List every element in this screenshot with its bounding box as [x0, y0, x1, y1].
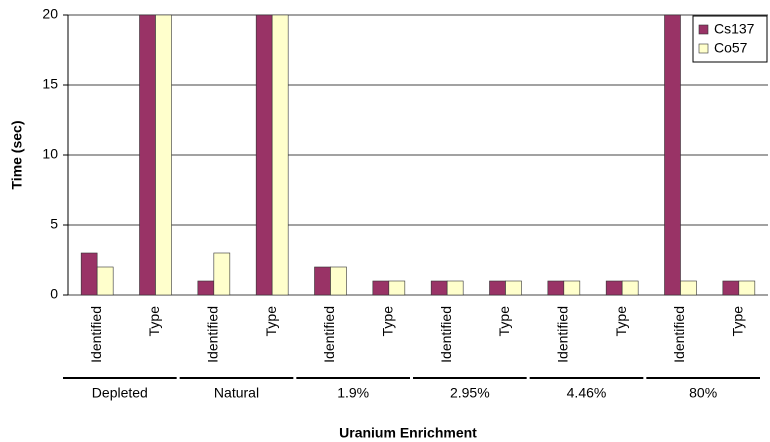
y-axis-title: Time (sec) [9, 121, 25, 190]
bar [314, 266, 331, 296]
x-tick-label: Identified [205, 306, 221, 363]
bar [80, 252, 98, 296]
x-tick-label: Identified [88, 306, 104, 363]
group-label: 2.95% [450, 385, 490, 401]
group-label: 80% [689, 385, 717, 401]
x-tick-label: Identified [438, 306, 454, 363]
bar [738, 280, 756, 296]
bar [430, 280, 448, 296]
x-tick-label: Type [380, 306, 396, 337]
y-tick-label: 10 [42, 146, 58, 162]
legend-swatch [698, 43, 709, 54]
bar [680, 280, 697, 296]
legend-box [692, 15, 768, 63]
x-tick-label: Type [730, 306, 746, 337]
bar [505, 280, 522, 296]
legend-swatch [698, 24, 709, 35]
bar [446, 280, 464, 296]
legend-label: Cs137 [714, 21, 755, 37]
group-label: Natural [214, 385, 259, 401]
bar [255, 14, 273, 296]
bar [197, 280, 215, 296]
bar [547, 280, 565, 296]
bar [722, 280, 740, 296]
x-tick-label: Type [613, 306, 629, 337]
group-label: Depleted [92, 385, 148, 401]
y-tick-label: 0 [50, 286, 58, 302]
x-axis-title: Uranium Enrichment [339, 425, 477, 441]
x-tick-label: Identified [555, 306, 571, 363]
bar [621, 280, 639, 296]
x-tick-label: Type [146, 306, 162, 337]
group-label: 4.46% [567, 385, 607, 401]
legend-label: Co57 [714, 40, 748, 56]
y-tick-label: 15 [42, 76, 58, 92]
bar [155, 14, 172, 296]
bar [330, 266, 347, 296]
bar [664, 14, 681, 296]
bar [96, 266, 114, 296]
y-tick-label: 20 [42, 6, 58, 22]
x-tick-label: Identified [321, 306, 337, 363]
y-tick-label: 5 [50, 216, 58, 232]
bar [271, 14, 289, 296]
bar [605, 280, 623, 296]
x-tick-label: Type [496, 306, 512, 337]
bar [388, 280, 406, 296]
bar [372, 280, 390, 296]
bar [139, 14, 156, 296]
x-tick-label: Type [263, 306, 279, 337]
group-label: 1.9% [337, 385, 369, 401]
bar [489, 280, 506, 296]
x-tick-label: Identified [671, 306, 687, 363]
bar [563, 280, 581, 296]
bar [213, 252, 231, 296]
